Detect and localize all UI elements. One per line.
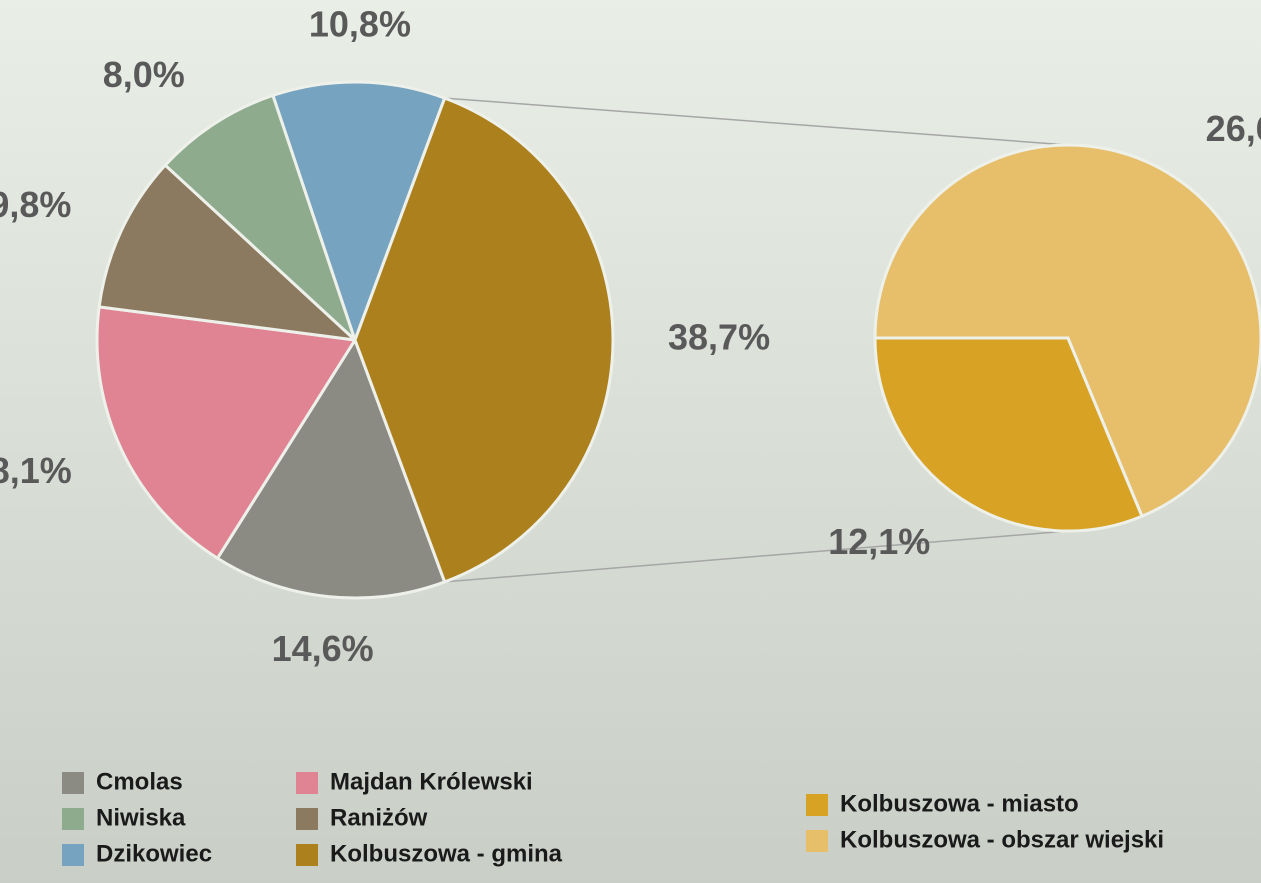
legend-swatch: [296, 844, 318, 866]
legend-swatch: [62, 808, 84, 830]
pie-slice: [95, 305, 358, 561]
data-label: 18,1%: [0, 450, 72, 491]
data-label: 38,7%: [668, 317, 770, 358]
pie-slice: [873, 336, 1145, 533]
data-label: 9,8%: [0, 184, 71, 225]
legend-label: Kolbuszowa - obszar wiejski: [840, 826, 1164, 853]
legend-swatch: [62, 772, 84, 794]
legend-label: Cmolas: [96, 768, 183, 795]
legend-swatch: [296, 808, 318, 830]
legend-swatch: [296, 772, 318, 794]
pie-slice: [353, 96, 615, 584]
connector-line: [444, 97, 1069, 146]
legend-label: Kolbuszowa - gmina: [330, 840, 563, 867]
legend-swatch: [806, 830, 828, 852]
pie-slice: [215, 336, 447, 600]
data-label: 14,6%: [272, 628, 374, 669]
legend-label: Dzikowiec: [96, 840, 212, 867]
data-label: 10,8%: [309, 4, 411, 45]
data-label: 12,1%: [828, 521, 930, 562]
legend-label: Niwiska: [96, 804, 186, 831]
data-label: 26,6%: [1206, 108, 1261, 149]
data-label: 8,0%: [103, 54, 185, 95]
pie-slice: [873, 143, 1261, 519]
pie-slice: [163, 93, 357, 342]
legend-label: Kolbuszowa - miasto: [840, 790, 1079, 817]
legend-swatch: [62, 844, 84, 866]
legend-swatch: [806, 794, 828, 816]
legend-label: Raniżów: [330, 804, 428, 831]
pie-slice: [97, 163, 360, 343]
pie-slice: [271, 80, 447, 345]
legend-label: Majdan Królewski: [330, 768, 533, 795]
connector-line: [444, 530, 1069, 583]
